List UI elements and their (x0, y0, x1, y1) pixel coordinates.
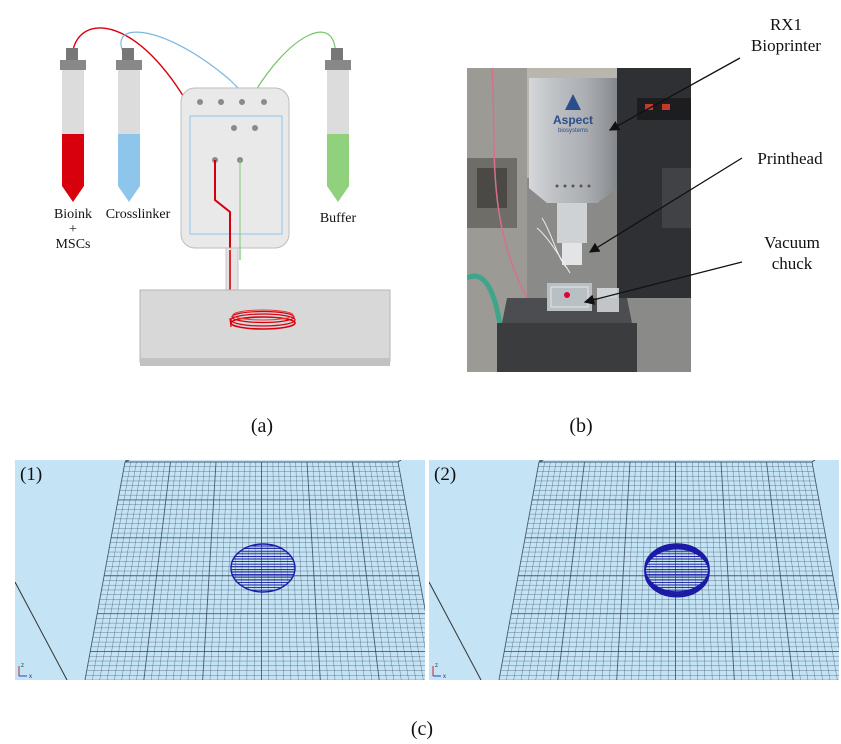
view-2: z x (2) (429, 460, 839, 680)
buffer-tube (325, 48, 351, 202)
bioink-label-line3: MSCs (55, 237, 91, 252)
view-2-axis-indicator: z x (432, 663, 446, 680)
view-2-grid: z x (429, 460, 839, 680)
bioink-label-line1: Bioink (53, 207, 93, 222)
caption-c: (c) (410, 718, 434, 740)
callout-printhead-line1: Printhead (757, 149, 823, 168)
printed-construct (229, 309, 296, 330)
view-1-grid: z x (15, 460, 425, 680)
caption-b: (b) (569, 415, 593, 437)
aspect-logo-icon (565, 94, 581, 110)
view-2-axis-x: x (443, 674, 446, 680)
bioink-tube (60, 48, 86, 202)
bioink-label-line2: + (69, 222, 77, 237)
callout-rx1-line2: Bioprinter (751, 36, 821, 55)
panel-b-photo: Aspect biosystems (467, 68, 691, 372)
view-1-axis-indicator: z x (18, 663, 32, 680)
view-1-axis-z: z (21, 663, 24, 669)
callout-rx1-bioprinter: RX1 Bioprinter (732, 14, 840, 56)
crosslinker-label: Crosslinker (105, 207, 171, 222)
brand-sub: biosystems (558, 128, 588, 134)
view-1-axis-x: x (29, 674, 32, 680)
callout-vacuum-line2: chuck (771, 254, 813, 273)
callout-vacuum-chuck: Vacuum chuck (744, 232, 840, 274)
view-2-printed-disc (644, 543, 710, 598)
callout-printhead: Printhead (740, 148, 840, 169)
callout-rx1-line1: RX1 (769, 15, 803, 34)
caption-a: (a) (250, 415, 274, 437)
buffer-label: Buffer (319, 211, 357, 226)
view-2-axis-z: z (435, 663, 438, 669)
view-1-printed-disc (230, 543, 296, 593)
printhead-chip (180, 87, 290, 318)
view-1-gridlines (84, 460, 425, 680)
view-2-gridlines (498, 460, 839, 680)
bioink-label: Bioink + MSCs (45, 207, 101, 252)
view-2-label: (2) (434, 464, 457, 485)
view-1-label: (1) (20, 464, 43, 485)
brand-name: Aspect (553, 113, 593, 127)
crosslinker-tube (116, 48, 142, 202)
substrate-plate (139, 289, 391, 366)
callout-vacuum-line1: Vacuum (764, 233, 820, 252)
view-1: z x (1) (15, 460, 425, 680)
